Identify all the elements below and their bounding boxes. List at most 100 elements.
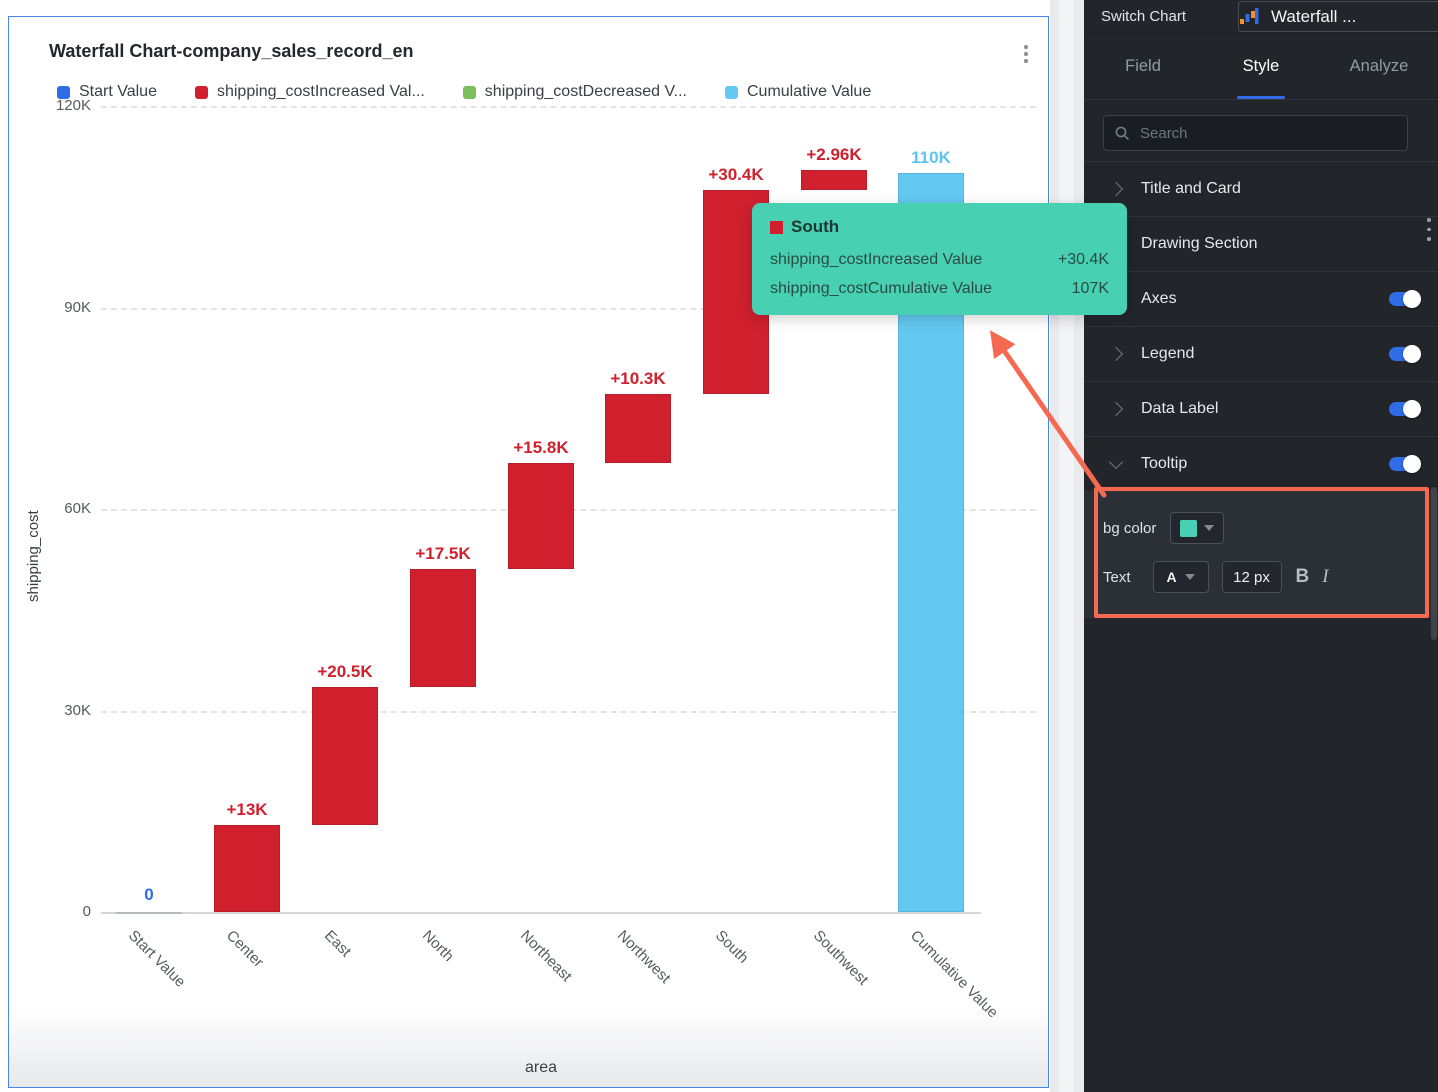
search-block (1084, 100, 1438, 241)
tooltip-row-label: shipping_costCumulative Value (770, 280, 993, 297)
workspace-gutter (1050, 0, 1084, 1092)
waterfall-bar-northwest[interactable] (605, 394, 671, 464)
chart-tooltip: South shipping_costIncreased Value +30.4K… (752, 203, 1127, 315)
chevron-down-icon (1204, 525, 1215, 531)
waterfall-bar-north[interactable] (410, 569, 476, 687)
legend-item-3[interactable]: Cumulative Value (725, 83, 871, 101)
axes-toggle[interactable] (1389, 290, 1421, 308)
panel-topbar: Switch Chart Waterfall ... (1084, 0, 1438, 34)
x-tick-label: Cumulative Value (906, 927, 1002, 1022)
legend-toggle[interactable] (1389, 345, 1421, 363)
bar-data-label: +20.5K (317, 661, 373, 681)
chart-card: Waterfall Chart-company_sales_record_en … (8, 16, 1049, 1088)
y-tick-label: 90K (64, 298, 91, 316)
y-tick-label: 30K (64, 701, 91, 719)
x-tick-label: Southwest (809, 927, 872, 989)
section-label: Axes (1141, 290, 1177, 307)
y-tick-label: 60K (64, 500, 91, 517)
y-axis-title: shipping_cost (25, 510, 42, 602)
bold-button[interactable]: B (1295, 566, 1310, 587)
waterfall-bar-center[interactable] (214, 824, 280, 912)
panel-tabs: Field Style Analyze (1084, 33, 1438, 100)
bar-data-label: +17.5K (415, 544, 471, 564)
tooltip-toggle[interactable] (1389, 455, 1421, 473)
bg-color-picker[interactable] (1170, 512, 1225, 544)
x-tick-label: North (418, 927, 457, 965)
y-tick-label: 120K (55, 97, 91, 114)
text-color-button: A (1166, 569, 1177, 585)
tooltip-row-0: shipping_costIncreased Value +30.4K (770, 245, 1109, 274)
chevron-right-icon[interactable] (1108, 401, 1124, 417)
gutter-scroll-track[interactable] (1059, 0, 1074, 1092)
x-tick-label: Northwest (613, 927, 674, 987)
tooltip-row-value: 107K (1071, 280, 1109, 297)
section-label: Title and Card (1141, 180, 1241, 197)
legend-item-2[interactable]: shipping_costDecreased V... (462, 83, 687, 101)
tab-field[interactable]: Field (1084, 33, 1202, 99)
legend-swatch (194, 85, 208, 99)
chart-title: Waterfall Chart-company_sales_record_en (49, 41, 414, 61)
section-legend[interactable]: Legend (1084, 327, 1438, 382)
font-size-input[interactable]: 12 px (1221, 561, 1282, 593)
chart-type-value: Waterfall ... (1271, 6, 1357, 26)
legend-label: shipping_costIncreased Val... (216, 83, 425, 100)
waterfall-mini-icon (1240, 7, 1259, 24)
legend-label: Cumulative Value (747, 83, 872, 100)
tab-analyze[interactable]: Analyze (1320, 33, 1438, 99)
x-tick-label: Start Value (124, 927, 189, 991)
waterfall-bar-northeast[interactable] (508, 463, 574, 570)
x-tick-label: Center (222, 927, 267, 971)
section-data-label[interactable]: Data Label (1084, 382, 1438, 437)
chevron-right-icon[interactable] (1108, 181, 1124, 197)
chevron-down-icon[interactable] (1108, 454, 1124, 470)
legend-label: shipping_costDecreased V... (484, 83, 687, 100)
legend-item-1[interactable]: shipping_costIncreased Val... (194, 83, 425, 101)
chart-type-dropdown[interactable]: Waterfall ... (1238, 1, 1438, 32)
search-box[interactable] (1103, 115, 1408, 151)
bar-data-label: +15.8K (513, 438, 569, 458)
switch-chart-label: Switch Chart (1101, 8, 1187, 25)
style-sections-list: Title and Card Drawing Section Axes Legend D… (1084, 162, 1438, 492)
tooltip-settings-panel: bg color Text A 12 px B I (1084, 492, 1438, 618)
italic-button[interactable]: I (1322, 566, 1329, 587)
x-tick-label: East (320, 927, 355, 961)
tooltip-row-1: shipping_costCumulative Value 107K (770, 274, 1109, 303)
gridline-120K (101, 106, 1036, 108)
tooltip-title: South (791, 217, 840, 236)
active-tab-underline (1237, 96, 1285, 99)
chart-legend: Start Value shipping_costIncreased Val...… (57, 83, 871, 101)
legend-swatch (462, 85, 476, 99)
x-tick-label: South (711, 927, 752, 967)
waterfall-bar-start-value[interactable] (116, 912, 182, 914)
section-label: Legend (1141, 345, 1195, 362)
waterfall-bar-east[interactable] (312, 686, 378, 825)
legend-label: Start Value (79, 83, 157, 100)
series-color-swatch (770, 220, 783, 234)
text-color-picker[interactable]: A (1152, 561, 1209, 593)
waterfall-plot: 120K 90K 60K 30K 0 0 +13K +20.5K +17.5K +15.8K +10… (9, 17, 1048, 1087)
legend-swatch (57, 85, 70, 99)
tab-label: Style (1242, 56, 1280, 75)
tooltip-rows: shipping_costIncreased Value +30.4K shippi… (770, 245, 1109, 303)
text-style-row: Text A 12 px B I (1103, 561, 1329, 593)
chevron-right-icon[interactable] (1108, 346, 1124, 362)
panel-kebab-icon[interactable] (1427, 218, 1431, 247)
section-axes[interactable]: Axes (1084, 272, 1438, 327)
bar-data-label: +2.96K (806, 145, 862, 165)
search-input[interactable] (1138, 123, 1372, 143)
gridline-30K (101, 710, 1036, 713)
section-tooltip[interactable]: Tooltip (1084, 437, 1438, 492)
bar-data-label: +10.3K (610, 369, 666, 389)
tab-style[interactable]: Style (1202, 33, 1320, 99)
legend-item-0[interactable]: Start Value (57, 83, 157, 101)
card-menu-kebab-icon[interactable] (1024, 45, 1028, 66)
data-label-toggle[interactable] (1389, 400, 1421, 418)
tooltip-title-row: South (770, 217, 1109, 237)
panel-scrollbar-thumb[interactable] (1431, 487, 1437, 640)
bg-color-label: bg color (1103, 519, 1157, 537)
section-title-and-card[interactable]: Title and Card (1084, 162, 1438, 217)
waterfall-bar-southwest[interactable] (801, 170, 867, 190)
section-drawing-section[interactable]: Drawing Section (1084, 217, 1438, 272)
bar-data-label: +30.4K (708, 164, 764, 184)
legend-swatch (725, 85, 738, 99)
